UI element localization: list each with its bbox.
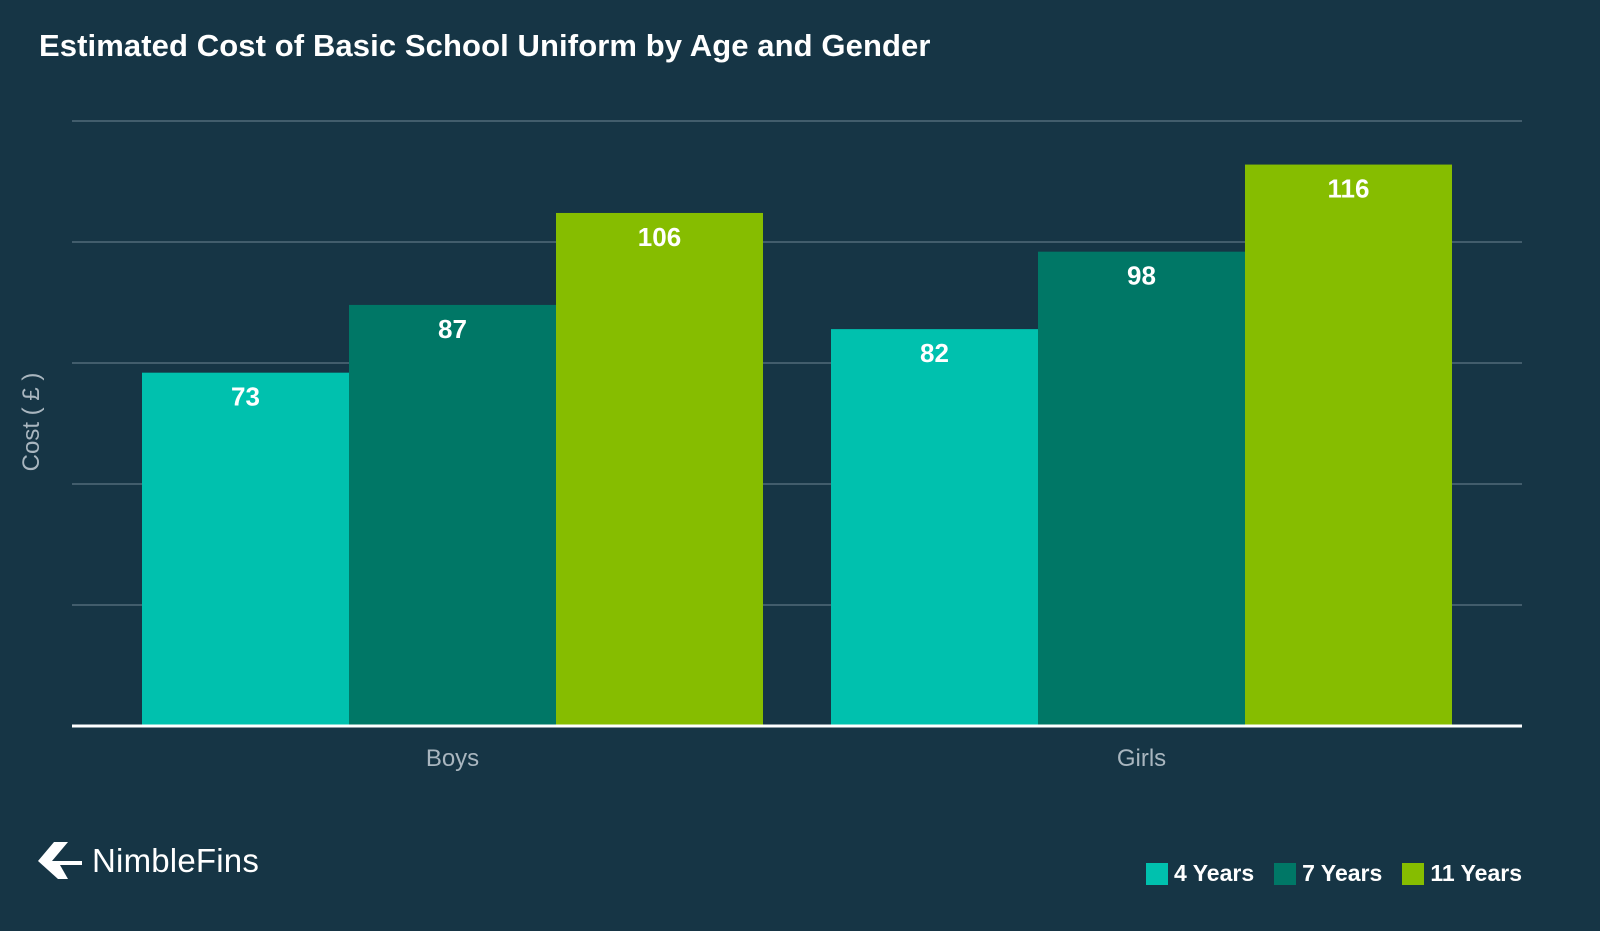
bar-chart: 73 87 106 Boys 82 98 116 Girls (72, 120, 1522, 772)
legend-label: 7 Years (1302, 860, 1383, 886)
bar-girls-4-years (831, 329, 1038, 726)
data-label: 116 (1328, 174, 1370, 204)
bar-boys-4-years (142, 372, 349, 726)
legend-swatch (1402, 862, 1425, 885)
data-label: 87 (438, 314, 467, 344)
data-label: 106 (638, 222, 681, 252)
chart-title: Estimated Cost of Basic School Uniform b… (39, 28, 931, 63)
legend-label: 11 Years (1430, 860, 1522, 886)
bar-girls-7-years (1038, 251, 1245, 726)
bar-girls-11-years (1245, 164, 1452, 726)
legend-swatch (1274, 862, 1297, 885)
brand-logo: NimbleFins (38, 842, 259, 880)
legend-item: 7 Years (1274, 860, 1382, 887)
data-label: 73 (231, 382, 260, 412)
chevron-left-icon (38, 842, 82, 879)
chart-legend: 4 Years 7 Years 11 Years (1145, 860, 1522, 887)
data-label: 82 (920, 338, 949, 368)
x-tick-label: Boys (426, 745, 479, 772)
legend-swatch (1145, 862, 1168, 885)
brand-name: NimbleFins (92, 842, 260, 879)
legend-item: 11 Years (1402, 860, 1522, 887)
data-label: 98 (1127, 261, 1156, 291)
bar-boys-11-years (556, 212, 763, 726)
legend-item: 4 Years (1145, 860, 1255, 887)
x-tick-label: Girls (1117, 745, 1166, 772)
legend-label: 4 Years (1173, 860, 1255, 886)
bar-boys-7-years (349, 304, 556, 726)
